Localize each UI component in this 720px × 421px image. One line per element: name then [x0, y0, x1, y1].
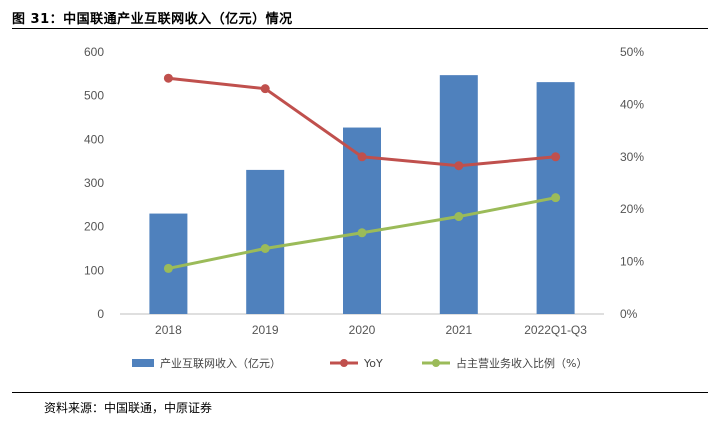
- y-right-tick-label: 20%: [620, 202, 644, 216]
- bar-series: [149, 75, 575, 314]
- data-point: [357, 152, 367, 162]
- x-tick-label: 2019: [252, 323, 279, 337]
- legend-label: 占主营业务收入比例（%）: [456, 356, 587, 370]
- data-point: [551, 152, 561, 162]
- x-tick-label: 2020: [349, 323, 376, 337]
- x-tick-label: 2021: [445, 323, 472, 337]
- data-point: [454, 161, 464, 171]
- y-right-tick-label: 30%: [620, 150, 644, 164]
- line-series: [163, 73, 561, 273]
- y-right-tick-label: 0%: [620, 307, 638, 321]
- x-tick-label: 2022Q1-Q3: [524, 323, 587, 337]
- legend-marker: [432, 359, 440, 367]
- bar: [246, 169, 285, 314]
- bar: [439, 75, 478, 314]
- y-left-tick-label: 0: [97, 307, 104, 321]
- bottom-rule: [12, 392, 708, 393]
- y-right-tick-label: 10%: [620, 255, 644, 269]
- y-left-tick-label: 500: [84, 89, 104, 103]
- legend-label: 产业互联网收入（亿元）: [160, 356, 281, 370]
- figure-title: 图 31：中国联通产业互联网收入（亿元）情况: [12, 12, 293, 27]
- top-rule: [12, 28, 708, 29]
- left-axis: 0 100 200 300 400 500 600: [84, 45, 104, 321]
- data-point: [163, 263, 173, 273]
- data-point: [454, 212, 464, 222]
- y-right-tick-label: 40%: [620, 97, 644, 111]
- y-left-tick-label: 400: [84, 132, 104, 146]
- legend-label: YoY: [363, 357, 383, 370]
- data-point: [357, 228, 367, 238]
- data-point: [551, 193, 561, 203]
- legend: 产业互联网收入（亿元） YoY 占主营业务收入比例（%）: [132, 356, 587, 370]
- y-left-tick-label: 600: [84, 45, 104, 59]
- legend-marker: [340, 359, 348, 367]
- y-left-tick-label: 100: [84, 263, 104, 277]
- legend-swatch: [132, 359, 154, 367]
- data-point: [260, 244, 270, 253]
- right-axis: 0% 10% 20% 30% 40% 50%: [620, 45, 644, 321]
- data-point: [163, 73, 173, 83]
- y-left-tick-label: 200: [84, 220, 104, 234]
- y-left-tick-label: 300: [84, 176, 104, 190]
- source-note: 资料来源：中国联通，中原证券: [44, 401, 213, 415]
- data-point: [260, 84, 270, 94]
- x-tick-label: 2018: [155, 323, 182, 337]
- bar: [149, 213, 188, 314]
- y-right-tick-label: 50%: [620, 45, 644, 59]
- x-axis-ticks: 2018 2019 2020 2021 2022Q1-Q3: [155, 323, 587, 337]
